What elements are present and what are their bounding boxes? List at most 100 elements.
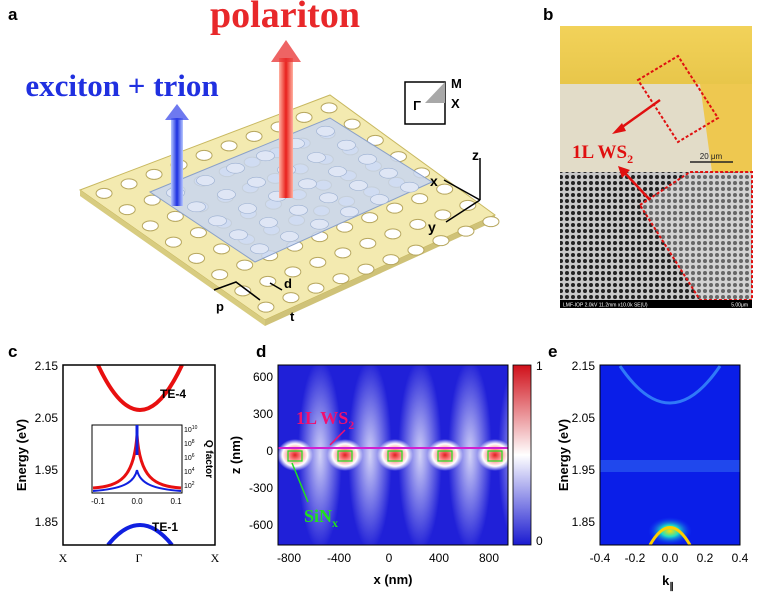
tick-label: 1.85 (572, 515, 596, 529)
pillar (290, 205, 308, 215)
hole (196, 150, 212, 160)
exciton-arrowhead (165, 104, 189, 120)
inset-tick-label: 108 (184, 439, 195, 448)
hole (310, 257, 326, 267)
inset-tick-label: 106 (184, 453, 195, 462)
hole (335, 248, 351, 258)
tick-label: 1.95 (35, 463, 59, 477)
pillar (188, 202, 206, 212)
hole (321, 103, 337, 113)
pillar (218, 190, 236, 200)
hole (344, 119, 360, 129)
gold-region (560, 26, 752, 84)
panel-label: d (256, 342, 266, 361)
pillar (380, 168, 398, 178)
hole (246, 131, 262, 141)
tick-label: 2.15 (35, 359, 59, 373)
hole (212, 270, 228, 280)
tick-label: -0.1 (91, 497, 105, 506)
hole (387, 203, 403, 213)
pillar (197, 176, 215, 186)
pillar (317, 126, 335, 136)
tick-label: 800 (479, 551, 499, 565)
hole (412, 194, 428, 204)
inset-tick-label: 1010 (184, 425, 198, 434)
x-point: X (451, 96, 460, 111)
hole (221, 141, 237, 151)
tick-label: -300 (249, 481, 273, 495)
polariton-beam (279, 58, 293, 198)
tick-label: 300 (253, 407, 273, 421)
tick-label: 1.85 (35, 515, 59, 529)
m-point: M (451, 76, 462, 91)
hole (142, 221, 158, 231)
tick-label: 0.0 (131, 497, 143, 506)
tick-label: -800 (277, 551, 301, 565)
polariton-label: polariton (210, 0, 360, 36)
tick-exponent: 6 (192, 453, 195, 459)
pillar (257, 151, 275, 161)
hole (362, 213, 378, 223)
y-axis-label: Energy (eV) (556, 419, 571, 491)
t-label: t (290, 309, 295, 324)
pillar (248, 177, 266, 187)
pillar (209, 216, 227, 226)
hole (435, 210, 451, 220)
pillar (299, 179, 317, 189)
material-label: 1L WS2 (572, 142, 633, 166)
pillar (371, 195, 389, 205)
tick-label: Γ (136, 551, 143, 565)
polariton-arrowhead (271, 40, 301, 62)
exciton-beam (171, 118, 183, 206)
inset-tick-label: 104 (184, 467, 195, 476)
x-axis-label: x (nm) (374, 572, 413, 587)
z-label: z (472, 147, 479, 163)
tick-exponent: 4 (192, 467, 195, 473)
tick-label: 0.1 (170, 497, 182, 506)
panel-label: a (8, 5, 18, 24)
pillar (260, 218, 278, 228)
hole (96, 188, 112, 198)
hole (360, 238, 376, 248)
hole (237, 260, 253, 270)
hole (333, 274, 349, 284)
band (600, 460, 740, 472)
hole (483, 217, 499, 227)
inset-tick-label: 102 (184, 481, 195, 490)
x-axis-label: k∥ (662, 573, 674, 592)
hole (308, 283, 324, 293)
tick-base: 10 (184, 441, 192, 448)
pillar (401, 182, 419, 192)
material-text: 1L WS (572, 142, 627, 163)
material-subscript: 2 (627, 152, 633, 166)
p-label: p (216, 299, 224, 314)
hole (433, 236, 449, 246)
tick-label: 2.05 (35, 411, 59, 425)
hole (460, 200, 476, 210)
panel-label: b (543, 5, 553, 24)
tick-base: 10 (184, 469, 192, 476)
x-label-subscript: ∥ (669, 581, 674, 592)
pillar (341, 207, 359, 217)
hole (190, 228, 206, 238)
tick-exponent: 10 (192, 425, 198, 431)
pillar (230, 230, 248, 240)
pillar (359, 154, 377, 164)
field-hotspot (377, 439, 413, 471)
panel-a: a polariton exciton + trion Γ M X z x y … (8, 0, 499, 326)
mode-label: TE-4 (160, 387, 186, 401)
hole (119, 205, 135, 215)
tick-label: 600 (253, 370, 273, 384)
hole (121, 179, 137, 189)
tick-label: X (211, 551, 220, 565)
hole (146, 169, 162, 179)
pillar (239, 204, 257, 214)
hole (258, 302, 274, 312)
tick-label: 0 (536, 534, 543, 548)
panel-label: e (548, 342, 557, 361)
field-hotspot (277, 439, 313, 471)
d-label: d (284, 276, 292, 291)
hole (283, 293, 299, 303)
field-hotspot (327, 439, 363, 471)
tick-label: 400 (429, 551, 449, 565)
